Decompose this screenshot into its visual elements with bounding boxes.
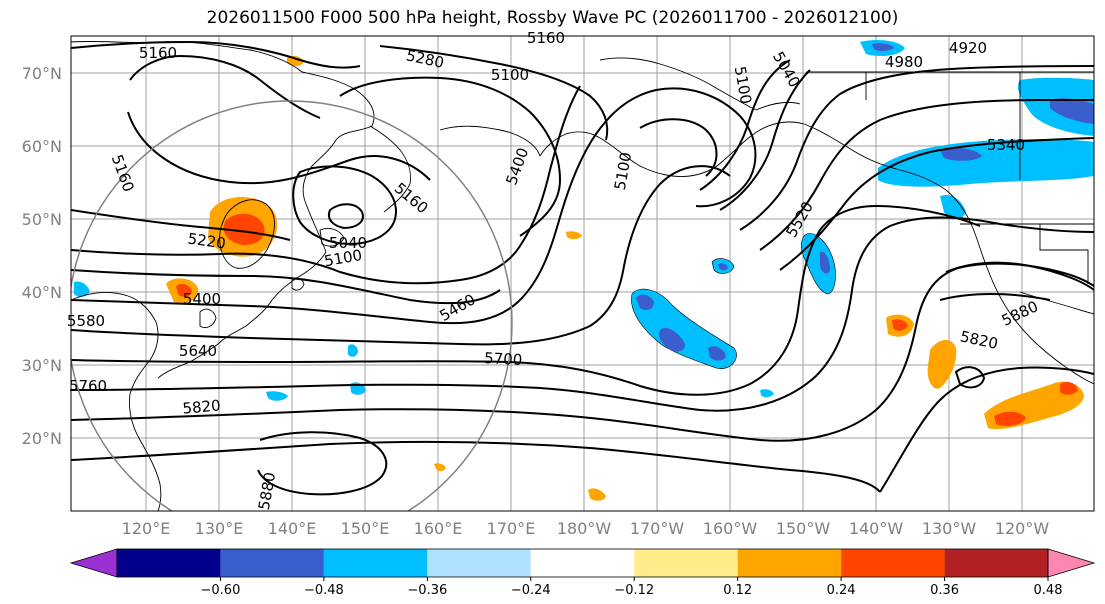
- contour-label: 5820: [182, 396, 222, 417]
- map-title: 2026011500 F000 500 hPa height, Rossby W…: [206, 8, 899, 28]
- contour-label: 5040: [329, 234, 367, 252]
- colorbar-extend-low: [69, 548, 118, 578]
- longitude-labels: 120°E 130°E 140°E 150°E 160°E 170°E 180°…: [122, 519, 1050, 538]
- colorbar-tick-label: −0.12: [614, 583, 654, 598]
- contour-label: 5640: [179, 342, 217, 360]
- colorbar-segment: [841, 549, 945, 577]
- colorbar-segment: [530, 549, 635, 577]
- colorbar-tick-label: −0.60: [201, 583, 241, 598]
- focus-circle: [71, 100, 513, 511]
- lon-label: 150°W: [776, 519, 831, 538]
- colorbar-tick-label: 0.12: [723, 583, 752, 598]
- contour-label: 5160: [139, 44, 177, 62]
- colorbar: −0.60 −0.48 −0.36 −0.24 −0.12 0.12 0.24 0.36 0.4…: [69, 548, 1096, 598]
- lat-label: 30°N: [22, 356, 62, 375]
- colorbar-segment: [737, 549, 842, 577]
- colorbar-segment: [427, 549, 531, 577]
- lat-label: 50°N: [22, 210, 62, 229]
- lon-label: 140°W: [849, 519, 904, 538]
- contour-label: 5100: [491, 66, 529, 84]
- colorbar-extend-high: [1047, 548, 1096, 578]
- lon-label: 180°W: [557, 519, 612, 538]
- colorbar-tick-label: −0.24: [511, 583, 551, 598]
- latitude-labels: 70°N 60°N 50°N 40°N 30°N 20°N: [22, 64, 62, 448]
- contour-label: 4920: [949, 39, 987, 57]
- colorbar-outline: [116, 548, 1049, 578]
- contour-label: 5580: [67, 312, 105, 330]
- lat-label: 70°N: [22, 64, 62, 83]
- contour-label: 5220: [187, 229, 227, 252]
- lon-label: 120°W: [995, 519, 1050, 538]
- lon-label: 170°W: [630, 519, 685, 538]
- lon-label: 130°E: [195, 519, 244, 538]
- contour-label: 5700: [484, 349, 523, 369]
- lon-label: 140°E: [268, 519, 317, 538]
- colorbar-tick-label: 0.48: [1034, 583, 1063, 598]
- contour-label: 5400: [183, 290, 221, 308]
- contour-label: 5760: [69, 377, 107, 395]
- contour-label: 4980: [885, 53, 923, 71]
- lon-label: 130°W: [922, 519, 977, 538]
- map-background: [71, 36, 1094, 511]
- lat-label: 60°N: [22, 137, 62, 156]
- colorbar-segment: [634, 549, 738, 577]
- colorbar-segment: [117, 549, 221, 577]
- contour-label: 5160: [527, 29, 565, 47]
- colorbar-tick-label: 0.36: [930, 583, 959, 598]
- colorbar-segment: [220, 549, 324, 577]
- lon-label: 170°E: [487, 519, 536, 538]
- colorbar-tick-label: −0.48: [304, 583, 344, 598]
- colorbar-segment: [944, 549, 1048, 577]
- height-contours: [71, 40, 1094, 496]
- contour-label: 5340: [987, 136, 1025, 154]
- lon-label: 160°E: [414, 519, 463, 538]
- colorbar-tick-label: 0.24: [827, 583, 856, 598]
- lon-label: 160°W: [703, 519, 758, 538]
- colorbar-segment: [323, 549, 428, 577]
- lat-label: 20°N: [22, 429, 62, 448]
- map-frame: [70, 35, 1095, 512]
- lon-label: 150°E: [341, 519, 390, 538]
- lat-label: 40°N: [22, 283, 62, 302]
- lon-label: 120°E: [122, 519, 171, 538]
- colorbar-tick-label: −0.36: [407, 583, 447, 598]
